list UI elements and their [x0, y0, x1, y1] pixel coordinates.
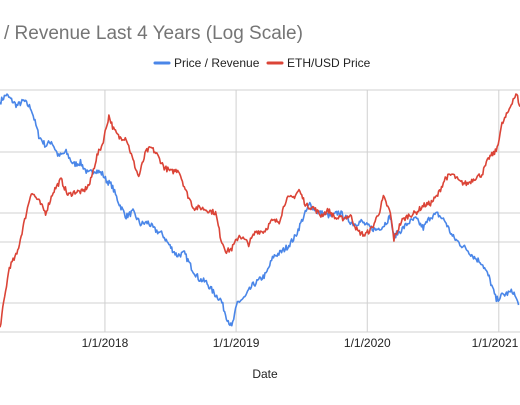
legend-label-eth-usd: ETH/USD Price: [287, 56, 371, 70]
x-axis-ticks: 1/1/2018 1/1/2019 1/1/2020 1/1/2021: [82, 336, 519, 350]
series-lines: [0, 93, 520, 328]
x-tick-label: 1/1/2019: [213, 336, 260, 350]
chart-title: / Revenue Last 4 Years (Log Scale): [4, 23, 303, 44]
series-line-price-revenue: [0, 93, 520, 327]
x-tick-label: 1/1/2020: [344, 336, 391, 350]
x-axis-title: Date: [252, 367, 278, 381]
x-tick-label: 1/1/2018: [82, 336, 129, 350]
legend: Price / Revenue ETH/USD Price: [153, 56, 371, 70]
series-line-eth-usd: [0, 93, 520, 328]
x-tick-label: 1/1/2021: [472, 336, 519, 350]
grid: [0, 89, 520, 333]
legend-label-price-revenue: Price / Revenue: [174, 56, 260, 70]
